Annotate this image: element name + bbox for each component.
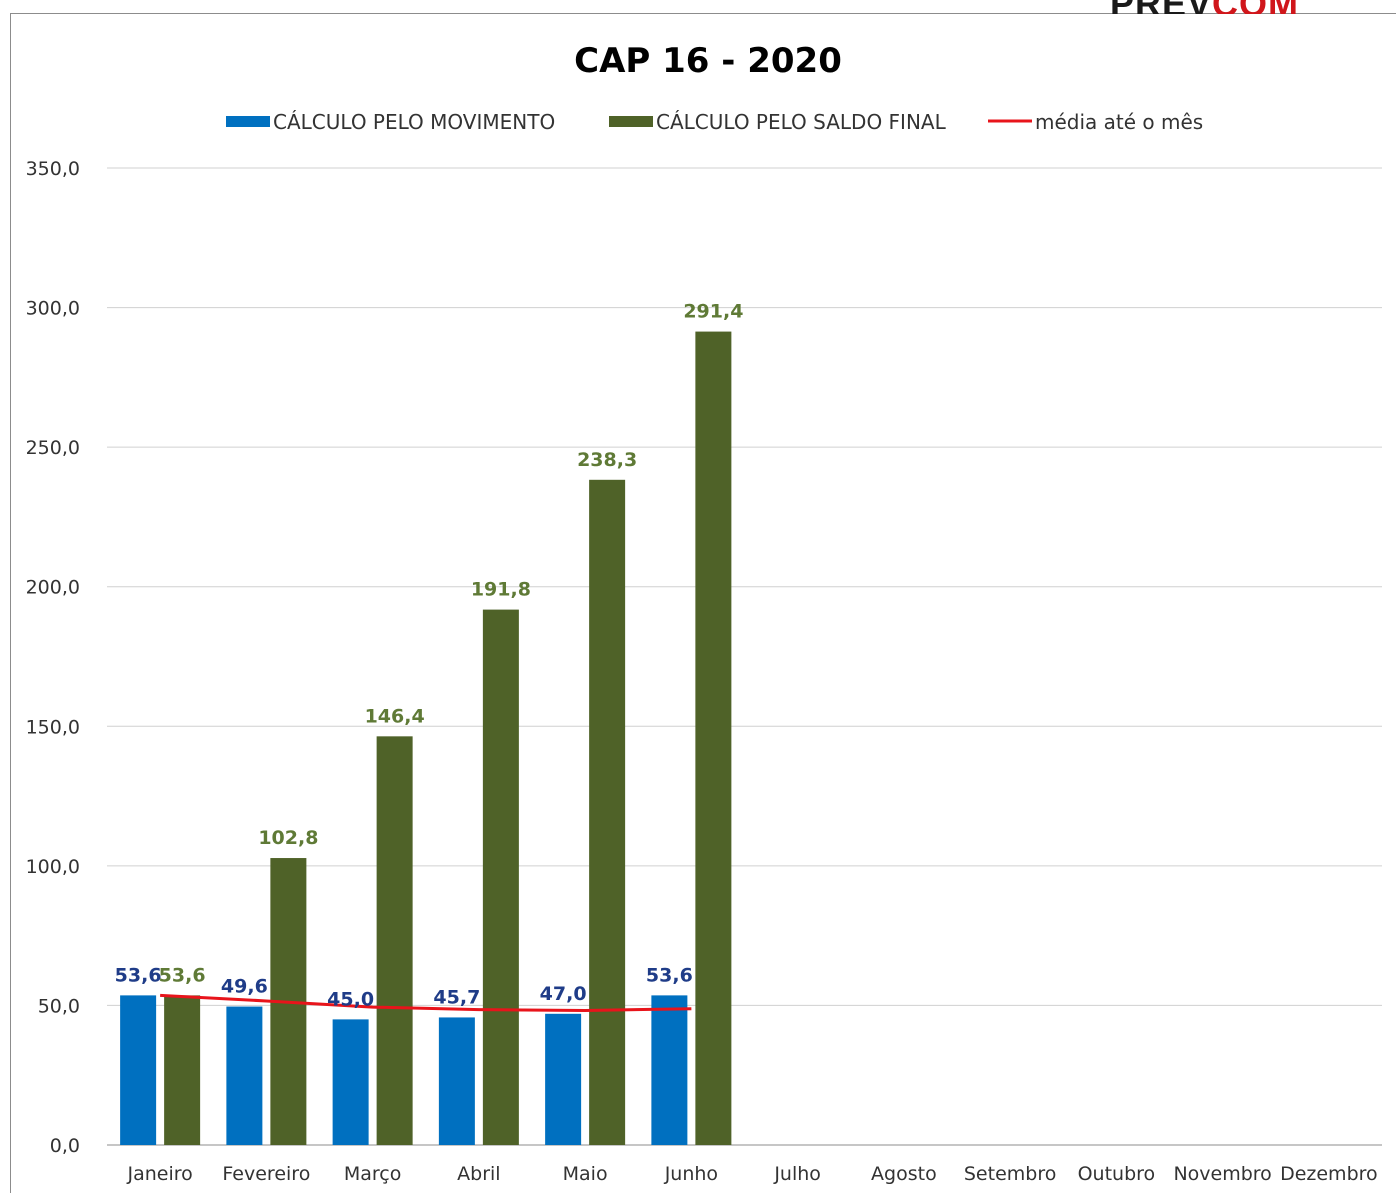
bar-saldo-final [695,331,732,1145]
bar-movimento [438,1017,475,1145]
y-tick-label: 50,0 [38,995,80,1017]
x-tick-label: Julho [773,1163,821,1185]
x-axis-ticks: Janeiro Fevereiro Março Abril Maio Junho Julho… [126,1163,1377,1185]
bar-saldo-final [482,609,519,1145]
x-tick-label: Fevereiro [222,1163,310,1185]
legend-label-media: média até o mês [1035,110,1203,134]
bar-movimento [226,1006,263,1145]
x-tick-label: Março [344,1163,402,1185]
x-tick-label: Agosto [871,1163,937,1185]
logo-text-com: COM [1212,0,1299,14]
y-tick-label: 250,0 [26,437,80,459]
y-tick-label: 0,0 [50,1135,80,1157]
legend-swatch-movimento [226,116,270,127]
x-tick-label: Abril [457,1163,500,1185]
x-tick-label: Outubro [1078,1163,1156,1185]
bar-movimento [651,995,688,1145]
chart-title: CAP 16 - 2020 [574,41,842,81]
legend: CÁLCULO PELO MOVIMENTO CÁLCULO PELO SALD… [226,110,1203,134]
bar-movimento [120,995,157,1145]
legend-label-movimento: CÁLCULO PELO MOVIMENTO [273,110,555,134]
data-label-saldo-final: 102,8 [258,827,318,849]
x-tick-label: Maio [563,1163,608,1185]
data-label-saldo-final: 146,4 [365,705,425,727]
data-label-movimento: 53,6 [646,964,693,986]
line-media-ate-o-mes [160,993,692,1012]
bar-saldo-final [164,995,201,1145]
x-tick-label: Junho [664,1163,718,1185]
data-label-movimento: 47,0 [540,983,587,1005]
data-label-saldo-final: 191,8 [471,579,531,601]
data-label-saldo-final: 291,4 [683,301,743,323]
y-tick-label: 350,0 [26,158,80,180]
data-label-saldo-final: 238,3 [577,449,637,471]
data-label-movimento: 53,6 [115,964,162,986]
legend-swatch-saldo-final [609,116,653,127]
bar-movimento [332,1019,369,1145]
data-labels: 53,653,649,6102,845,0146,445,7191,847,02… [115,301,744,1011]
y-tick-label: 150,0 [26,716,80,738]
bar-saldo-final [589,479,626,1145]
data-label-movimento: 45,7 [433,986,480,1008]
bar-saldo-final [376,736,413,1145]
y-tick-label: 100,0 [26,856,80,878]
y-tick-label: 300,0 [26,298,80,320]
legend-label-saldo-final: CÁLCULO PELO SALDO FINAL [656,110,947,134]
data-label-movimento: 45,0 [327,988,374,1010]
x-tick-label: Setembro [964,1163,1056,1185]
x-tick-label: Novembro [1173,1163,1271,1185]
prevcom-logo: PREVCOM [1110,0,1350,14]
bar-movimento [545,1013,582,1145]
bars [120,331,732,1145]
chart-frame [10,13,1396,1193]
data-label-saldo-final: 53,6 [159,964,206,986]
logo-text-prev: PREV [1110,0,1212,14]
x-tick-label: Dezembro [1280,1163,1378,1185]
x-tick-label: Janeiro [126,1163,192,1185]
y-tick-label: 200,0 [26,577,80,599]
y-axis-ticks: 0,0 50,0 100,0 150,0 200,0 250,0 300,0 350,0 [26,158,80,1157]
data-label-movimento: 49,6 [221,976,268,998]
average-line [160,993,692,1012]
